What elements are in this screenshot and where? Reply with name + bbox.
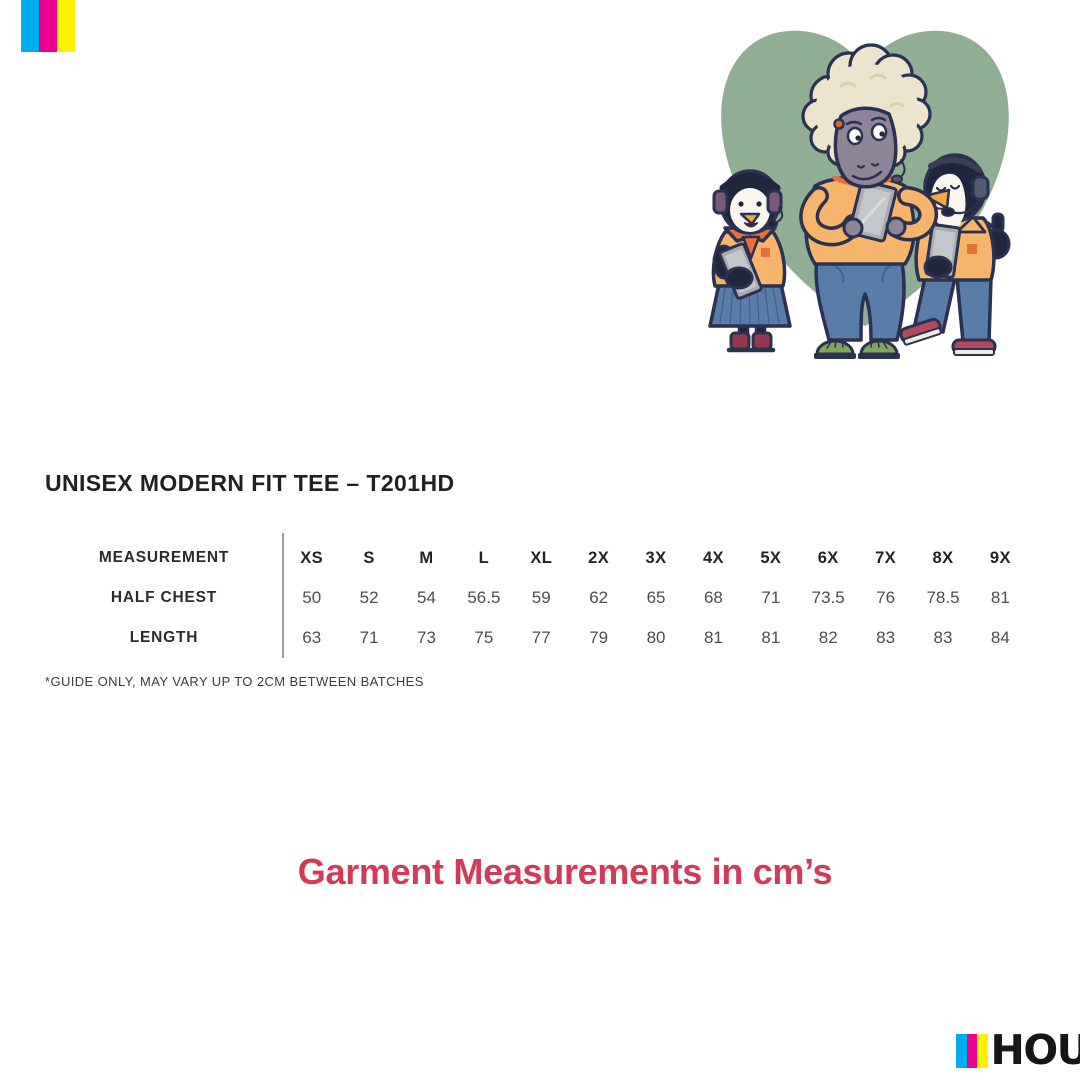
sheep-character <box>799 43 939 359</box>
cmyk-print-marks <box>21 0 75 52</box>
cell-value: 75 <box>474 628 494 647</box>
cell-value: 82 <box>818 628 838 647</box>
hou-logo: HOU <box>956 1026 1080 1074</box>
column-header: M <box>419 548 434 567</box>
row-label: LENGTH <box>129 629 199 646</box>
column-header: XL <box>530 548 553 567</box>
product-title: UNISEX MODERN FIT TEE – T201HD <box>45 470 455 496</box>
support-team-illustration <box>695 20 1035 370</box>
color-bar <box>966 1034 977 1068</box>
penguin-left <box>708 169 792 353</box>
color-bar <box>977 1034 988 1068</box>
cell-value: 54 <box>417 588 436 607</box>
cell-value: 78.5 <box>926 588 960 607</box>
column-header: L <box>478 548 490 567</box>
cell-value: 62 <box>589 588 609 607</box>
table-row: LENGTH 63 71 73 75 77 79 80 81 81 82 83 83 84 <box>45 618 1031 658</box>
cell-value: 56.5 <box>467 588 501 607</box>
column-header: 2X <box>588 548 610 567</box>
cell-value: 73 <box>417 628 436 647</box>
column-header: 6X <box>817 548 839 567</box>
cell-value: 76 <box>876 588 896 607</box>
column-header: S <box>363 548 375 567</box>
cell-value: 65 <box>646 588 666 607</box>
cell-value: 73.5 <box>811 588 845 607</box>
cell-value: 83 <box>933 628 953 647</box>
row-label: HALF CHEST <box>110 589 218 606</box>
column-header: 9X <box>989 548 1011 567</box>
column-header: 4X <box>702 548 724 567</box>
color-bar <box>956 1034 967 1068</box>
color-bar <box>39 0 57 52</box>
cell-value: 81 <box>990 588 1010 607</box>
caption-heading: Garment Measurements in cm’s <box>297 851 833 892</box>
penguin-right <box>899 153 1011 356</box>
table-row: HALF CHEST 50 52 54 56.5 59 62 65 68 71 73.5 76 78.5… <box>45 578 1031 618</box>
cell-value: 68 <box>703 588 723 607</box>
column-header: 7X <box>875 548 897 567</box>
illustration-svg <box>708 30 1011 359</box>
color-bar <box>21 0 39 52</box>
cell-value: 79 <box>589 628 609 647</box>
table-divider <box>282 533 284 658</box>
cell-value: 81 <box>761 628 781 647</box>
cell-value: 59 <box>531 588 551 607</box>
column-header: 8X <box>932 548 954 567</box>
cell-value: 63 <box>302 628 322 647</box>
cell-value: 77 <box>531 628 551 647</box>
cell-value: 83 <box>876 628 896 647</box>
table-header-label: MEASUREMENT <box>98 549 230 566</box>
cell-value: 71 <box>359 628 379 647</box>
column-header: 3X <box>645 548 667 567</box>
size-table: MEASUREMENT XS S M L XL 2X 3X 4X 5X 6X 7X 8X 9X HALF… <box>45 533 1031 658</box>
table-header-row: MEASUREMENT XS S M L XL 2X 3X 4X 5X 6X 7X 8X 9X <box>45 538 1031 578</box>
cell-value: 50 <box>302 588 322 607</box>
cell-value: 71 <box>761 588 781 607</box>
cell-value: 80 <box>646 628 666 647</box>
column-header: 5X <box>760 548 782 567</box>
logo-color-bars <box>956 1034 988 1068</box>
cell-value: 52 <box>359 588 379 607</box>
logo-text: HOU <box>990 1026 1080 1074</box>
guide-footnote: *GUIDE ONLY, MAY VARY UP TO 2CM BETWEEN … <box>45 674 424 689</box>
color-bar <box>57 0 75 52</box>
cell-value: 81 <box>703 628 723 647</box>
cell-value: 84 <box>990 628 1010 647</box>
column-header: XS <box>300 548 324 567</box>
